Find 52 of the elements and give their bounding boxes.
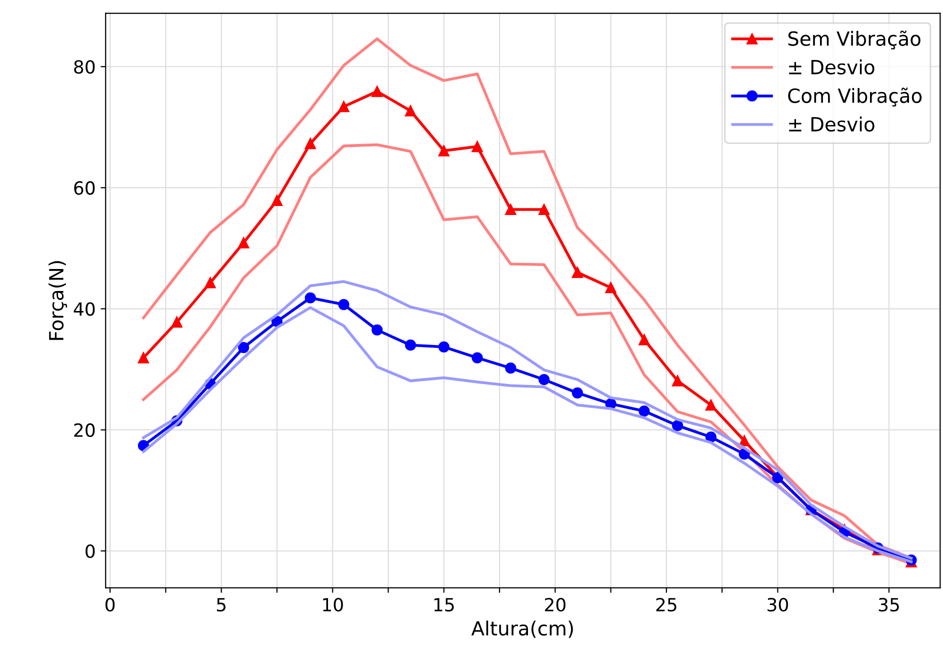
y-tick-label: 40 [74, 302, 95, 316]
x-tick-label: 20 [545, 598, 566, 612]
x-tick-label: 5 [216, 598, 226, 612]
point [204, 277, 216, 288]
x-tick-label: 35 [878, 598, 899, 612]
y-tick-label: 20 [74, 423, 95, 437]
y-axis-title: Força(N) [48, 261, 68, 340]
point [505, 204, 516, 216]
point [605, 282, 616, 294]
point [338, 101, 350, 112]
point [271, 194, 283, 206]
point [638, 334, 650, 346]
point [438, 145, 450, 156]
x-tick-label: 30 [768, 598, 788, 612]
point [705, 399, 717, 411]
point [538, 374, 550, 386]
point [572, 387, 583, 398]
point [171, 316, 182, 328]
point [738, 435, 750, 446]
x-tick-label: 25 [656, 598, 676, 612]
point [404, 105, 416, 116]
point [505, 362, 516, 374]
point [304, 138, 316, 150]
point [638, 406, 650, 417]
y-tick-label: 80 [74, 60, 95, 74]
point [472, 352, 483, 364]
point [572, 266, 583, 278]
x-tick-label: 0 [106, 598, 115, 612]
x-tick-label: 15 [434, 598, 454, 612]
point [738, 448, 750, 460]
legend-label: ± Desvio [789, 116, 874, 132]
point [238, 342, 250, 354]
x-axis-title: Altura(cm) [471, 620, 573, 638]
y-tick-label: 0 [86, 544, 95, 558]
point [372, 324, 383, 336]
point [538, 204, 550, 216]
point [372, 86, 383, 98]
legend-label: Sem Vibração [788, 30, 920, 50]
point [138, 352, 150, 364]
legend-label: Com Vibração [788, 88, 922, 107]
legend-label: ± Desvio [789, 59, 874, 74]
x-tick-label: 10 [323, 598, 343, 612]
point [672, 375, 684, 386]
point [304, 292, 316, 304]
y-tick-label: 60 [74, 181, 95, 195]
point [404, 340, 416, 351]
point [338, 298, 350, 310]
point [672, 420, 684, 432]
point [238, 237, 250, 248]
point [472, 140, 483, 152]
point [438, 341, 450, 352]
point [705, 432, 717, 443]
